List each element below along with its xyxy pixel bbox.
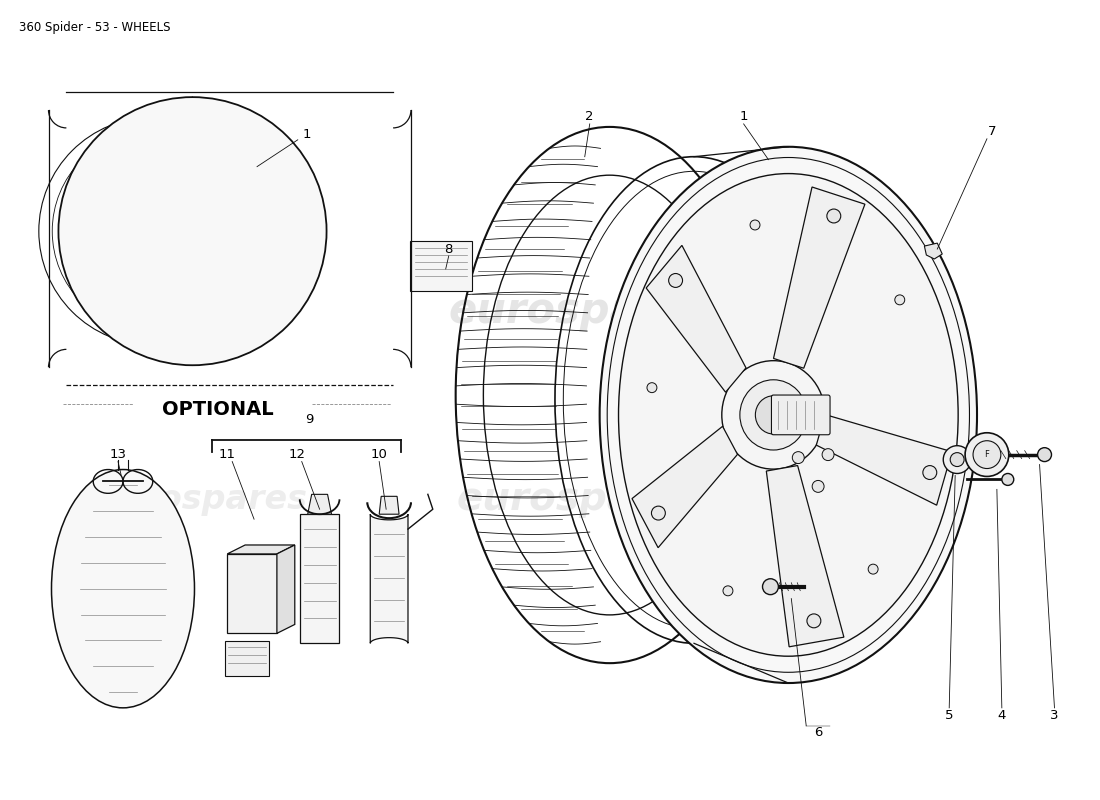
Text: 13: 13 <box>110 448 126 461</box>
Text: 1: 1 <box>302 128 311 142</box>
Text: F: F <box>984 450 989 459</box>
Polygon shape <box>371 514 408 643</box>
Text: 3: 3 <box>1050 710 1058 722</box>
Ellipse shape <box>246 328 256 338</box>
Polygon shape <box>308 494 331 514</box>
Ellipse shape <box>723 586 733 596</box>
Text: 5: 5 <box>945 710 954 722</box>
Ellipse shape <box>943 446 971 474</box>
Ellipse shape <box>192 304 207 318</box>
Polygon shape <box>767 466 844 647</box>
Ellipse shape <box>246 124 256 134</box>
Polygon shape <box>198 132 262 213</box>
Ellipse shape <box>111 256 125 270</box>
Ellipse shape <box>669 274 682 287</box>
Polygon shape <box>646 246 746 392</box>
Polygon shape <box>228 545 295 554</box>
Polygon shape <box>277 545 295 634</box>
Ellipse shape <box>177 216 208 246</box>
Ellipse shape <box>618 174 958 656</box>
Ellipse shape <box>227 155 241 169</box>
Ellipse shape <box>306 226 316 236</box>
Polygon shape <box>184 258 219 337</box>
Ellipse shape <box>868 564 878 574</box>
Ellipse shape <box>133 163 146 178</box>
Ellipse shape <box>651 506 666 520</box>
Text: 10: 10 <box>371 448 387 461</box>
Text: 4: 4 <box>998 710 1006 722</box>
Polygon shape <box>89 233 170 289</box>
Ellipse shape <box>792 452 804 463</box>
Polygon shape <box>228 554 277 634</box>
Ellipse shape <box>600 146 977 683</box>
Ellipse shape <box>812 481 824 492</box>
Polygon shape <box>816 414 952 505</box>
Ellipse shape <box>647 382 657 393</box>
Ellipse shape <box>165 203 220 259</box>
Text: 9: 9 <box>306 414 313 426</box>
Ellipse shape <box>756 396 792 434</box>
Ellipse shape <box>807 614 821 628</box>
Ellipse shape <box>1002 474 1014 486</box>
Ellipse shape <box>950 453 964 466</box>
Text: eurospares: eurospares <box>97 483 308 516</box>
Polygon shape <box>224 641 270 675</box>
Ellipse shape <box>750 220 760 230</box>
Text: 1: 1 <box>739 110 748 123</box>
Text: 8: 8 <box>444 242 453 255</box>
Ellipse shape <box>974 441 1001 469</box>
Ellipse shape <box>740 380 807 450</box>
Polygon shape <box>218 228 298 272</box>
Ellipse shape <box>1037 448 1052 462</box>
Text: 2: 2 <box>585 110 594 123</box>
Text: 11: 11 <box>219 448 235 461</box>
Text: 12: 12 <box>288 448 306 461</box>
Ellipse shape <box>923 466 937 479</box>
Ellipse shape <box>264 242 278 256</box>
Text: 6: 6 <box>814 726 823 739</box>
FancyBboxPatch shape <box>771 395 830 434</box>
Text: OPTIONAL: OPTIONAL <box>162 400 273 419</box>
Ellipse shape <box>965 433 1009 477</box>
Ellipse shape <box>129 124 139 134</box>
FancyBboxPatch shape <box>410 241 472 290</box>
Ellipse shape <box>58 97 327 366</box>
Polygon shape <box>773 187 865 368</box>
Ellipse shape <box>762 578 779 594</box>
Text: 7: 7 <box>988 126 997 138</box>
Polygon shape <box>379 496 399 514</box>
Polygon shape <box>632 426 737 548</box>
Ellipse shape <box>822 449 834 461</box>
Ellipse shape <box>289 286 299 295</box>
Ellipse shape <box>52 470 195 708</box>
Polygon shape <box>110 141 182 217</box>
Ellipse shape <box>86 286 96 295</box>
Ellipse shape <box>187 108 198 118</box>
Ellipse shape <box>187 344 198 354</box>
Polygon shape <box>299 514 340 643</box>
Text: eurospares: eurospares <box>448 290 712 332</box>
Ellipse shape <box>86 167 96 177</box>
Ellipse shape <box>69 226 79 236</box>
Text: 360 Spider - 53 - WHEELS: 360 Spider - 53 - WHEELS <box>19 21 170 34</box>
Ellipse shape <box>827 209 840 223</box>
Ellipse shape <box>894 295 904 305</box>
Ellipse shape <box>289 167 299 177</box>
Text: eurospares: eurospares <box>456 480 703 518</box>
Ellipse shape <box>129 328 139 338</box>
Polygon shape <box>924 243 943 259</box>
